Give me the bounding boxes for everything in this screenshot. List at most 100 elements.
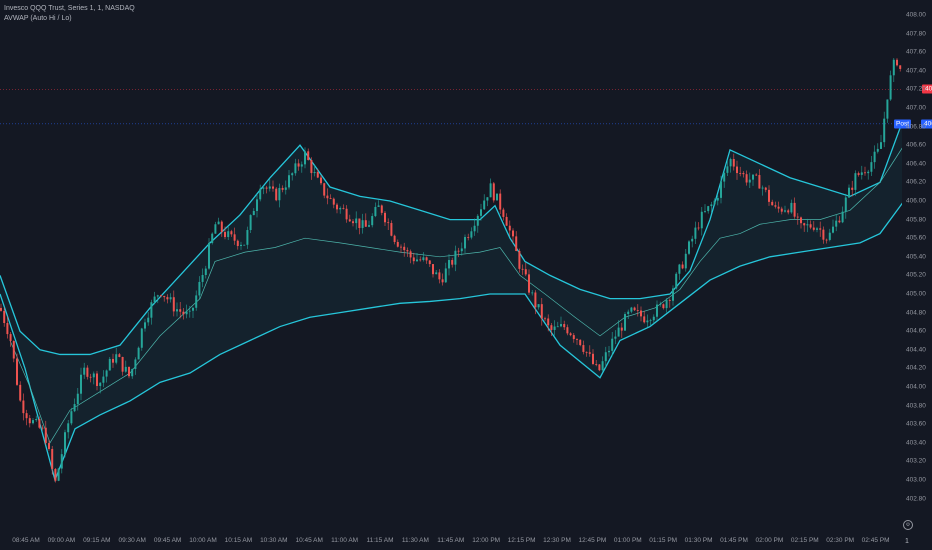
candle-body (761, 187, 764, 189)
price-tick-label: 406.20 (906, 178, 926, 186)
candle-body (838, 220, 841, 223)
candle-body (307, 151, 310, 161)
candle-body (195, 295, 198, 308)
candle-body (531, 292, 534, 294)
candle-body (777, 206, 780, 209)
candle-body (851, 187, 854, 190)
candle-body (246, 230, 249, 245)
candle-body (268, 186, 271, 189)
price-axis[interactable]: 407.20 Post 406.83 408.00 407.80 407.60 407… (894, 0, 932, 530)
symbol-title[interactable]: Invesco QQQ Trust, Series 1, 1, NASDAQ (4, 5, 135, 12)
candle-body (627, 311, 630, 315)
candle-body (448, 260, 450, 269)
candle-body (480, 209, 482, 216)
price-tick-label: 407.20 (906, 85, 926, 93)
candle-body (528, 274, 530, 293)
candle-body (371, 216, 374, 226)
chart-settings-icon[interactable]: ⚙ (903, 520, 913, 530)
post-market-price-tag: 406.83 (921, 119, 932, 129)
candle-body (236, 240, 239, 247)
candle-body (326, 195, 329, 199)
candle-body (208, 242, 210, 269)
candle-body (252, 210, 255, 216)
price-tick-label: 406.00 (906, 197, 926, 205)
candle-body (412, 257, 415, 262)
candle-body (275, 188, 278, 201)
price-tick-label: 405.00 (906, 290, 926, 298)
candle-body (176, 309, 178, 312)
candle-body (649, 320, 652, 322)
candle-body (272, 186, 274, 189)
candle-body (67, 423, 70, 433)
candle-body (25, 413, 28, 419)
price-chart-canvas[interactable] (0, 0, 902, 530)
candle-body (668, 300, 671, 301)
indicator-title[interactable]: AVWAP (Auto Hi / Lo) (4, 15, 72, 22)
time-axis[interactable]: 08:45 AM 09:00 AM 09:15 AM 09:30 AM 09:45 AM… (0, 530, 902, 550)
candle-body (624, 314, 626, 331)
candle-body (496, 193, 498, 201)
candle-body (630, 307, 633, 312)
candle-body (646, 320, 649, 323)
candle-body (64, 432, 66, 455)
candle-body (755, 174, 758, 176)
avwap-band-fill (0, 122, 902, 480)
candle-body (883, 118, 886, 143)
time-scale-label[interactable]: 1 (905, 538, 909, 545)
candle-body (662, 304, 665, 309)
candle-body (380, 205, 383, 213)
candle-body (780, 208, 783, 212)
candle-body (476, 215, 479, 226)
candle-body (499, 193, 502, 210)
candle-body (192, 307, 194, 311)
candle-body (48, 443, 50, 449)
candle-body (704, 211, 706, 212)
candle-body (160, 295, 162, 297)
candle-body (508, 225, 511, 231)
candle-body (720, 181, 722, 198)
time-tick-label: 11:15 AM (366, 537, 394, 544)
candle-body (736, 166, 738, 174)
candle-body (675, 273, 678, 289)
candle-body (483, 200, 486, 210)
time-tick-label: 12:00 PM (472, 537, 501, 544)
candle-body (288, 175, 290, 188)
candle-body (486, 197, 489, 201)
candle-body (809, 224, 812, 228)
price-tick-label: 407.60 (906, 48, 926, 56)
price-tick-label: 405.80 (906, 216, 926, 224)
candle-body (611, 338, 614, 351)
candle-body (214, 224, 217, 234)
candle-body (800, 217, 802, 224)
candle-body (150, 302, 153, 318)
candle-body (547, 318, 550, 326)
candle-body (550, 325, 553, 330)
candle-body (128, 366, 130, 377)
candle-body (435, 272, 438, 275)
candle-body (201, 275, 204, 282)
chart-legend: Invesco QQQ Trust, Series 1, 1, NASDAQ A… (4, 4, 135, 24)
candle-body (105, 370, 108, 377)
candle-body (697, 227, 700, 229)
time-tick-label: 02:30 PM (826, 537, 855, 544)
candle-body (51, 448, 54, 469)
candle-body (179, 309, 182, 312)
candle-body (32, 420, 34, 424)
time-tick-label: 10:45 AM (295, 537, 323, 544)
candle-body (585, 351, 588, 353)
candle-body (633, 307, 636, 311)
candle-body (249, 215, 252, 231)
candle-body (259, 188, 262, 200)
candle-body (262, 187, 265, 189)
time-tick-label: 01:00 PM (613, 537, 642, 544)
candle-body (620, 327, 623, 331)
candle-body (672, 288, 674, 301)
candle-body (726, 166, 729, 173)
candle-body (899, 65, 902, 69)
candle-body (521, 268, 524, 270)
price-tick-label: 403.80 (906, 402, 926, 410)
candle-body (403, 246, 406, 251)
candle-body (540, 304, 543, 319)
candle-body (537, 304, 540, 308)
